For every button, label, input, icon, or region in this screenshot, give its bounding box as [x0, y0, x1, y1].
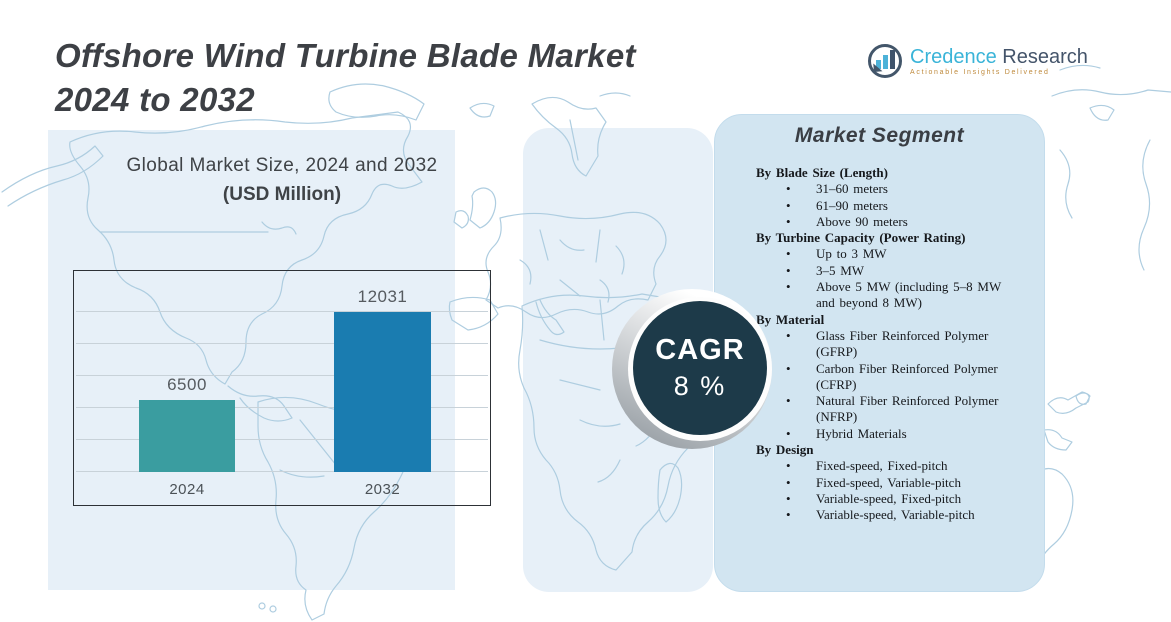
cagr-badge: CAGR 8 % [633, 301, 767, 435]
bar-column-2032: 12031 [334, 287, 431, 472]
map-asia-oceania [1031, 64, 1171, 569]
x-axis-label-2032: 2032 [364, 481, 401, 498]
gridline [76, 311, 488, 312]
bar-column-2024: 6500 [139, 375, 235, 472]
segment-item: Glass Fiber Reinforced Polymer (GFRP) [756, 328, 1022, 361]
logo-tagline: Actionable Insights Delivered [910, 69, 1050, 76]
market-segment-panel: Market Segment By Blade Size (Length) 31… [714, 114, 1045, 592]
gridline [76, 439, 488, 440]
bar-rect-2032 [334, 312, 431, 472]
cagr-value: 8 % [673, 371, 727, 401]
segment-item: Above 5 MW (including 5–8 MW and beyond … [756, 279, 1022, 312]
chart-title-line2: (USD Million) [222, 184, 342, 205]
segment-heading-turbine-capacity: By Turbine Capacity (Power Rating) [756, 230, 966, 246]
segment-item: 61–90 meters [756, 198, 1022, 215]
logo-brand-second: Research [1002, 46, 1088, 68]
gridline [76, 471, 488, 472]
segment-item: Variable-speed, Variable-pitch [756, 507, 1022, 524]
market-segment-title: Market Segment [794, 124, 965, 147]
credence-research-logo: Credence Research Actionable Insights De… [868, 44, 1088, 78]
gridlines [74, 271, 490, 505]
page-title-line1: Offshore Wind Turbine Blade Market [55, 37, 636, 74]
segment-item: Up to 3 MW [756, 246, 1022, 263]
segment-heading-material: By Material [756, 311, 825, 327]
logo-text: Credence Research Actionable Insights De… [910, 46, 1088, 76]
map-greenland-arctic [328, 83, 631, 121]
logo-bar-small [875, 60, 881, 69]
logo-bar-tall [889, 50, 895, 69]
gridline [76, 375, 488, 376]
segment-item: Natural Fiber Reinforced Polymer (NFRP) [756, 393, 1022, 426]
bar-chart-bubble-icon [868, 44, 902, 78]
market-segment-list: By Blade Size (Length) 31–60 meters 61–9… [756, 165, 1022, 524]
segment-item: Carbon Fiber Reinforced Polymer (CFRP) [756, 361, 1022, 394]
map-europe [448, 96, 667, 336]
logo-bar-medium [882, 55, 888, 69]
bar-value-2024: 6500 [167, 375, 207, 394]
cagr-label: CAGR [655, 334, 745, 366]
segment-item: Fixed-speed, Fixed-pitch [756, 458, 1022, 475]
segment-item: Variable-speed, Fixed-pitch [756, 491, 1022, 508]
segment-item: 3–5 MW [756, 263, 1022, 280]
chart-title-line1: Global Market Size, 2024 and 2032 [126, 155, 438, 176]
segment-item: Above 90 meters [756, 214, 1022, 231]
page-title-line2: 2024 to 2032 [55, 81, 255, 118]
logo-brand-first: Credence [910, 46, 997, 68]
segment-item: Fixed-speed, Variable-pitch [756, 475, 1022, 492]
bar-rect-2024 [139, 400, 235, 472]
segment-heading-design: By Design [756, 442, 814, 458]
map-north-america [1, 111, 423, 422]
segment-heading-blade-size: By Blade Size (Length) [756, 165, 888, 180]
bar-value-2032: 12031 [357, 287, 408, 306]
chart-title: Global Market Size, 2024 and 2032 (USD M… [73, 155, 491, 206]
segment-item: Hybrid Materials [756, 426, 1022, 443]
bar-chart: 6500 12031 2024 2032 [73, 270, 491, 506]
segment-item: 31–60 meters [756, 181, 1022, 198]
x-axis-label-2024: 2024 [169, 481, 205, 498]
page-title: Offshore Wind Turbine Blade Market 2024 … [55, 34, 636, 122]
gridline [76, 343, 488, 344]
logo-name: Credence Research [910, 46, 1088, 68]
gridline [76, 407, 488, 408]
